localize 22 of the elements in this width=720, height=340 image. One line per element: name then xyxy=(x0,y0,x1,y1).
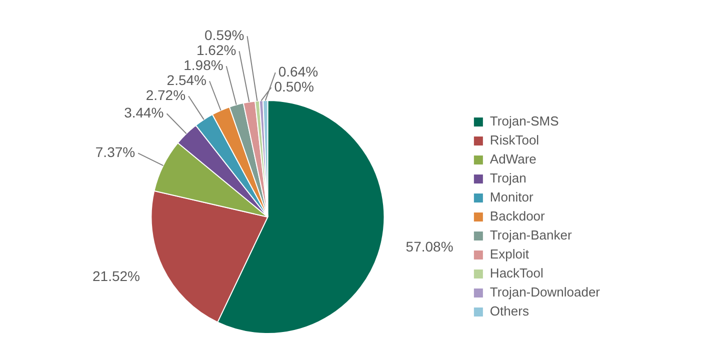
data-label: 2.54% xyxy=(166,72,206,88)
legend-label: Monitor xyxy=(490,190,534,205)
data-label: 1.98% xyxy=(184,56,224,73)
data-label: 2.72% xyxy=(146,86,186,103)
legend-label: RiskTool xyxy=(490,132,540,148)
legend-label: Trojan-Banker xyxy=(490,228,572,243)
data-label: 3.44% xyxy=(124,104,164,120)
data-label: 57.08% xyxy=(406,238,454,254)
data-label: 0.64% xyxy=(278,63,318,80)
legend-label: Trojan xyxy=(490,170,526,186)
legend-label: Backdoor xyxy=(490,208,546,224)
legend-label: Trojan-SMS xyxy=(490,114,560,129)
data-label: 7.37% xyxy=(95,144,136,160)
legend-label: Trojan-Downloader xyxy=(490,284,601,300)
legend-label: HackTool xyxy=(490,266,544,281)
data-label: 0.50% xyxy=(274,78,314,94)
legend-label: AdWare xyxy=(490,152,536,167)
legend-label: Others xyxy=(490,304,530,319)
data-label: 0.59% xyxy=(204,26,244,43)
data-label: 1.62% xyxy=(196,42,236,58)
data-label: 21.52% xyxy=(92,268,140,284)
legend-label: Exploit xyxy=(490,246,530,262)
